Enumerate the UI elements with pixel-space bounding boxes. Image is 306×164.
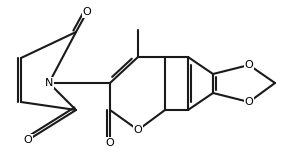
Text: N: N <box>45 78 53 88</box>
Text: O: O <box>106 138 114 148</box>
Text: O: O <box>24 135 32 145</box>
Text: O: O <box>244 97 253 107</box>
Text: O: O <box>244 60 253 70</box>
Text: O: O <box>134 125 142 135</box>
Text: O: O <box>83 7 91 17</box>
